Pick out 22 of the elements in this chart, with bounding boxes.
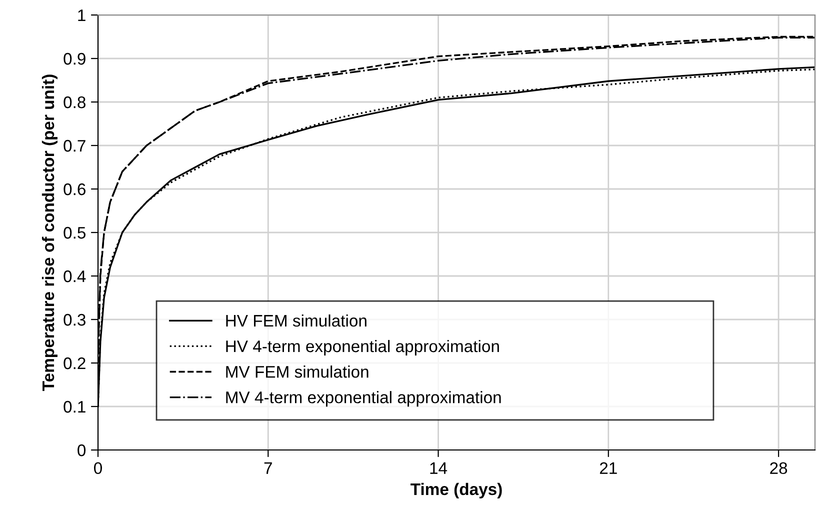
x-axis-title: Time (days) xyxy=(410,482,502,498)
y-tick-label: 0.9 xyxy=(64,52,86,65)
x-tick-label: 21 xyxy=(600,462,617,474)
legend-label: MV 4-term exponential approximation xyxy=(226,391,501,407)
y-tick-label: 0 xyxy=(78,444,86,456)
x-tick-label: 28 xyxy=(770,462,788,474)
x-tick-label: 0 xyxy=(94,462,102,474)
y-tick-label: 0.8 xyxy=(64,96,86,108)
y-tick-label: 0.4 xyxy=(64,270,86,282)
y-tick-label: 0.7 xyxy=(64,140,86,152)
legend-label: HV FEM simulation xyxy=(226,314,366,327)
legend-label: HV 4-term exponential approximation xyxy=(226,340,499,356)
x-tick-label: 14 xyxy=(430,462,448,474)
y-tick-label: 0.6 xyxy=(64,183,86,196)
y-tick-label: 0.2 xyxy=(64,357,86,370)
x-tick-label: 7 xyxy=(264,462,272,474)
y-tick-label: 0.5 xyxy=(64,226,86,239)
y-axis-title: Temperature rise of conductor (per unit) xyxy=(42,74,58,391)
legend-label: MV FEM simulation xyxy=(226,366,368,378)
y-tick-label: 1 xyxy=(78,10,86,22)
y-tick-label: 0.1 xyxy=(64,400,86,413)
y-tick-label: 0.3 xyxy=(64,314,86,326)
